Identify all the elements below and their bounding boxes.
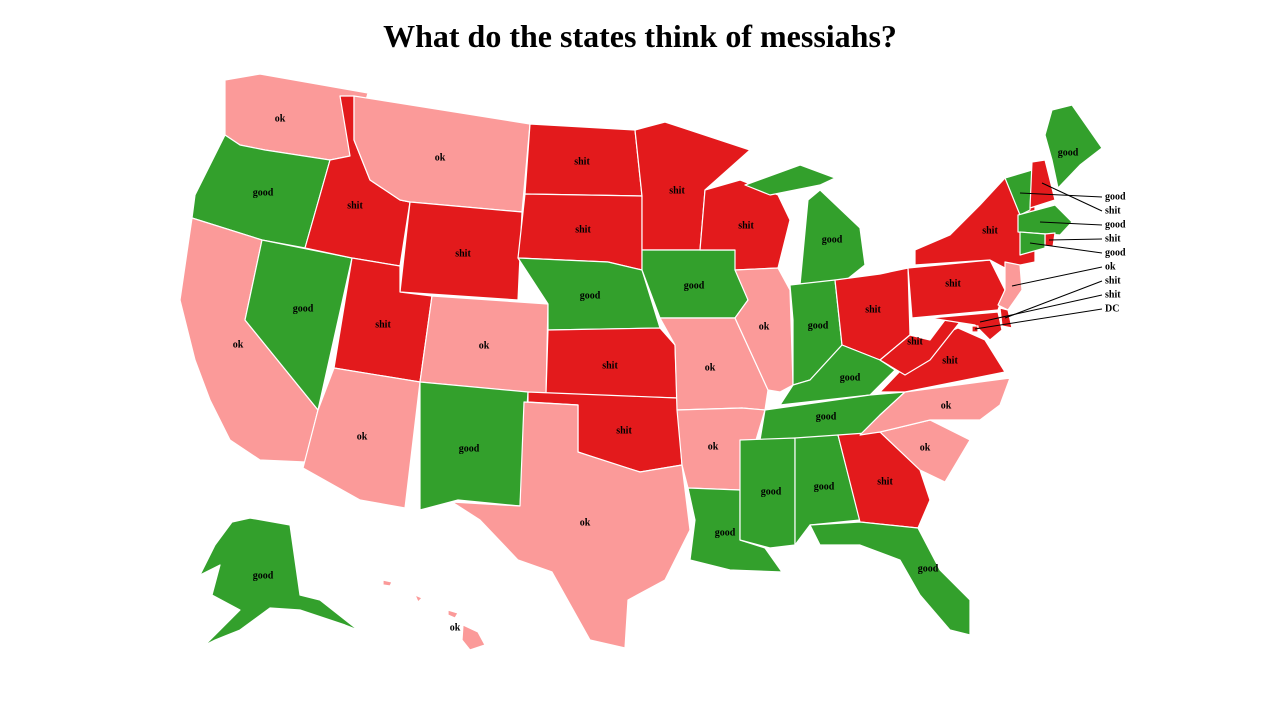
- state-label-ar: ok: [708, 441, 719, 452]
- leader-line-nj: [1011, 266, 1103, 287]
- state-label-mo: ok: [705, 362, 716, 373]
- state-label-nv: good: [293, 303, 314, 314]
- state-label-ks: shit: [602, 360, 618, 371]
- leader-line-ma: [1039, 221, 1103, 226]
- state-label-ne: good: [580, 290, 601, 301]
- state-label-mn: shit: [669, 185, 685, 196]
- state-label-or: good: [253, 187, 274, 198]
- leader-line-nh: [1041, 182, 1103, 212]
- state-nm: [419, 381, 529, 511]
- state-label-tn: good: [816, 411, 837, 422]
- leader-line-vt: [1019, 192, 1103, 198]
- state-ma: [1017, 204, 1073, 236]
- state-label-id: shit: [347, 200, 363, 211]
- state-nh: [1029, 159, 1056, 209]
- callout-label-nj: ok: [1105, 261, 1116, 272]
- state-label-ny: shit: [982, 225, 998, 236]
- state-label-oh: shit: [865, 304, 881, 315]
- state-ak: [199, 517, 359, 646]
- state-label-ga: shit: [877, 476, 893, 487]
- state-md: [929, 311, 1003, 341]
- state-label-ca: ok: [233, 339, 244, 350]
- state-label-mt: ok: [435, 152, 446, 163]
- state-wy: [399, 201, 523, 301]
- state-label-il: ok: [759, 321, 770, 332]
- state-fl: [809, 521, 971, 636]
- state-label-fl: good: [918, 563, 939, 574]
- state-il: [734, 267, 794, 393]
- state-label-la: good: [715, 527, 736, 538]
- state-label-in: good: [808, 320, 829, 331]
- state-label-pa: shit: [945, 278, 961, 289]
- leader-line-ct: [1029, 242, 1103, 254]
- state-label-wy: shit: [455, 248, 471, 259]
- state-label-ut: shit: [375, 319, 391, 330]
- states-layer: [179, 73, 1103, 651]
- state-hi: [382, 579, 486, 651]
- leader-line-ri: [1048, 238, 1103, 241]
- labels-layer: ok good ok good shit ok shit shit ok ok good shit sh…: [233, 113, 1079, 633]
- callout-label-md: shit: [1105, 289, 1121, 300]
- leader-line-md: [979, 294, 1103, 323]
- state-label-sd: shit: [575, 224, 591, 235]
- state-label-al: good: [814, 481, 835, 492]
- state-label-me: good: [1058, 147, 1079, 158]
- state-label-co: ok: [479, 340, 490, 351]
- state-al: [794, 434, 861, 546]
- state-label-hi: ok: [450, 622, 461, 633]
- state-label-wv: shit: [907, 336, 923, 347]
- callout-label-ri: shit: [1105, 233, 1121, 244]
- callout-label-vt: good: [1105, 191, 1126, 202]
- leader-line-dc: [974, 308, 1103, 330]
- state-nc: [859, 377, 1011, 436]
- state-label-nd: shit: [574, 156, 590, 167]
- leader-line-de: [1004, 280, 1103, 319]
- page-title: What do the states think of messiahs?: [383, 18, 897, 54]
- state-vt: [1004, 169, 1033, 216]
- callout-label-ma: good: [1105, 219, 1126, 230]
- callouts-layer: good shit good shit good ok shit shit DC: [974, 182, 1126, 330]
- callout-label-dc: DC: [1105, 303, 1119, 314]
- state-label-ky: good: [840, 372, 861, 383]
- state-label-wa: ok: [275, 113, 286, 124]
- state-label-mi: good: [822, 234, 843, 245]
- state-label-tx: ok: [580, 517, 591, 528]
- state-label-ia: good: [684, 280, 705, 291]
- state-label-ak: good: [253, 570, 274, 581]
- state-label-nm: good: [459, 443, 480, 454]
- state-label-ok: shit: [616, 425, 632, 436]
- state-label-ms: good: [761, 486, 782, 497]
- state-wi: [699, 179, 791, 271]
- state-label-wi: shit: [738, 220, 754, 231]
- state-label-nc: ok: [941, 400, 952, 411]
- state-me: [1044, 104, 1103, 189]
- callout-label-de: shit: [1105, 275, 1121, 286]
- state-label-sc: ok: [920, 442, 931, 453]
- callout-label-ct: good: [1105, 247, 1126, 258]
- state-label-va: shit: [942, 355, 958, 366]
- state-label-az: ok: [357, 431, 368, 442]
- state-tx: [451, 401, 691, 649]
- state-ms: [739, 437, 796, 549]
- callout-label-nh: shit: [1105, 205, 1121, 216]
